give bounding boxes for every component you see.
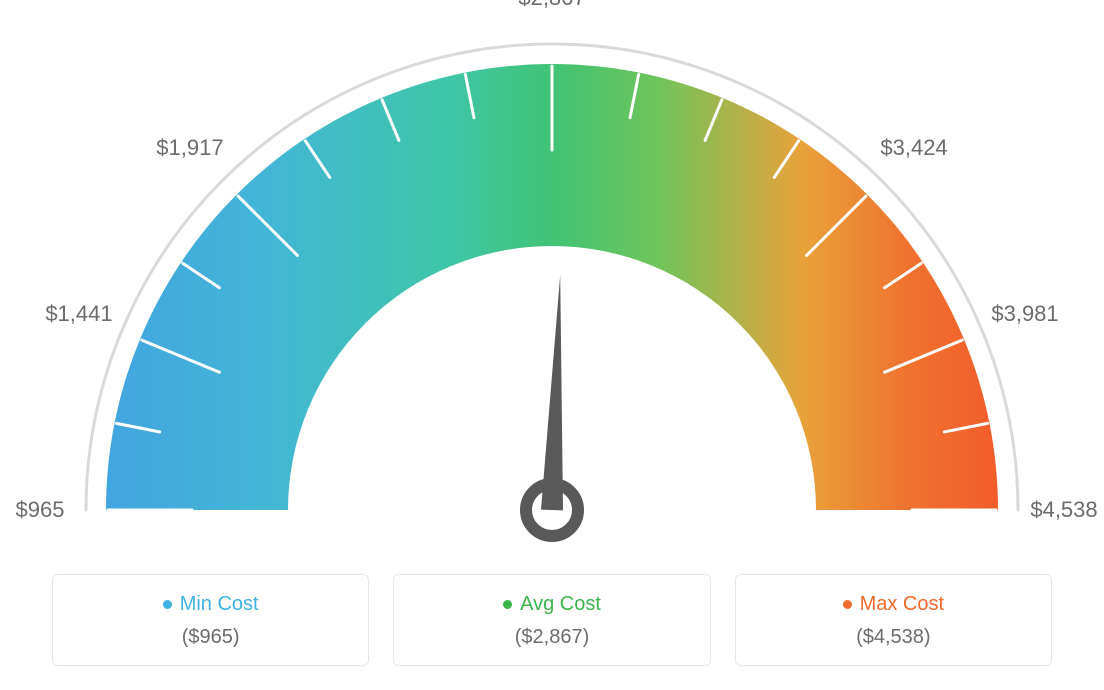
legend-row: Min Cost ($965) Avg Cost ($2,867) Max Co… — [52, 574, 1052, 666]
legend-value-max: ($4,538) — [746, 626, 1041, 649]
gauge-tick-label: $1,441 — [45, 301, 112, 327]
legend-card-avg: Avg Cost ($2,867) — [393, 574, 710, 666]
legend-value-min: ($965) — [63, 626, 358, 649]
legend-title-avg: Avg Cost — [503, 593, 601, 616]
gauge-tick-label: $4,538 — [1030, 497, 1097, 523]
gauge-tick-label: $3,981 — [991, 301, 1058, 327]
legend-dot-avg — [503, 600, 512, 609]
legend-card-min: Min Cost ($965) — [52, 574, 369, 666]
legend-title-min-text: Min Cost — [180, 593, 259, 616]
cost-gauge: $965 $1,441 $1,917 $2,867 $3,424 $3,981 $4,538 — [0, 0, 1104, 560]
legend-title-max: Max Cost — [843, 593, 944, 616]
legend-title-max-text: Max Cost — [860, 593, 944, 616]
legend-value-avg: ($2,867) — [404, 626, 699, 649]
legend-dot-max — [843, 600, 852, 609]
legend-title-avg-text: Avg Cost — [520, 593, 601, 616]
gauge-tick-label: $3,424 — [880, 135, 947, 161]
gauge-tick-label: $2,867 — [518, 0, 585, 11]
gauge-svg — [0, 0, 1104, 560]
legend-dot-min — [163, 600, 172, 609]
gauge-tick-label: $965 — [16, 497, 65, 523]
legend-title-min: Min Cost — [163, 593, 259, 616]
gauge-tick-label: $1,917 — [156, 135, 223, 161]
legend-card-max: Max Cost ($4,538) — [735, 574, 1052, 666]
